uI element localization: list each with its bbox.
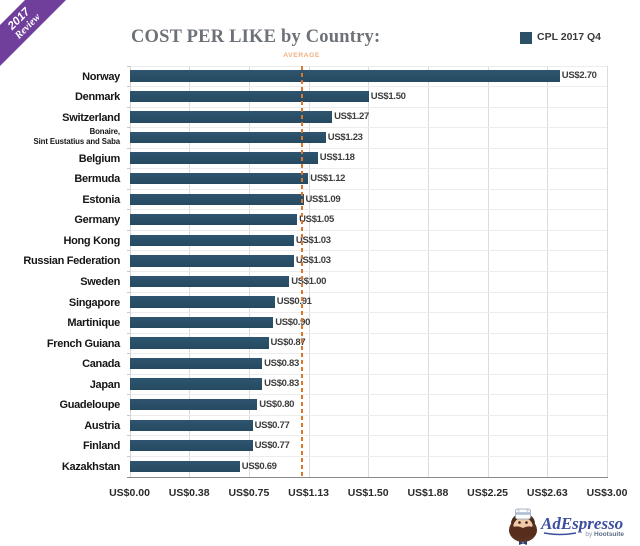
svg-text:AdEspresso: AdEspresso bbox=[540, 514, 623, 533]
svg-text:by Hootsuite: by Hootsuite bbox=[585, 531, 624, 538]
